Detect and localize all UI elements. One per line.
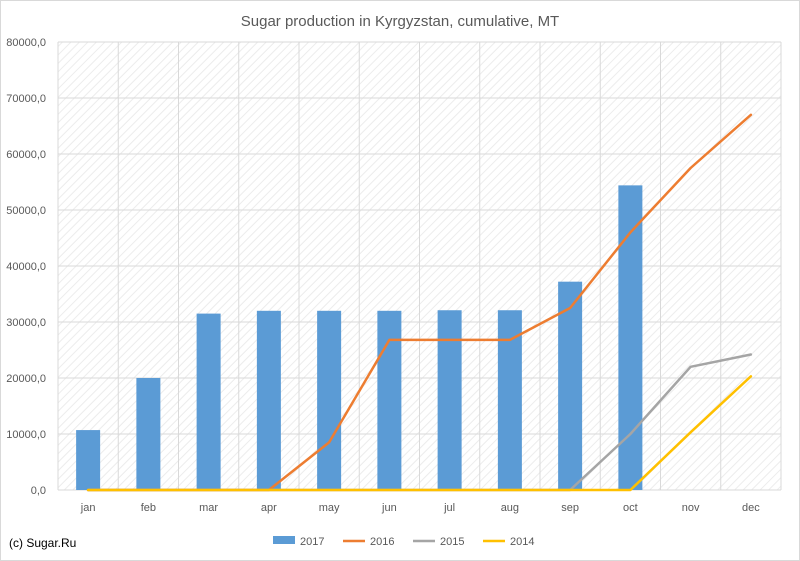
bar-jun xyxy=(377,310,402,490)
x-tick-label: may xyxy=(319,502,340,514)
legend-swatch-2017 xyxy=(273,536,295,544)
legend-label-2014: 2014 xyxy=(510,536,534,548)
x-tick-label: nov xyxy=(682,502,700,514)
grid xyxy=(57,41,782,491)
y-tick-label: 70000,0 xyxy=(6,93,46,105)
legend: 2017 2016 2015 2014 xyxy=(273,536,534,548)
chart-title: Sugar production in Kyrgyzstan, cumulati… xyxy=(241,13,559,30)
x-tick-label: apr xyxy=(261,502,277,514)
y-axis: 0,0 10000,0 20000,0 30000,0 40000,0 50000,0 60… xyxy=(6,37,46,497)
y-tick-label: 60000,0 xyxy=(6,149,46,161)
legend-label-2016: 2016 xyxy=(370,536,394,548)
x-tick-label: jun xyxy=(381,502,397,514)
y-tick-label: 40000,0 xyxy=(6,261,46,273)
x-tick-label: dec xyxy=(742,502,760,514)
x-tick-label: oct xyxy=(623,502,638,514)
bar-jan xyxy=(76,430,101,490)
y-tick-label: 0,0 xyxy=(31,485,46,497)
bar-series-2017 xyxy=(76,185,643,491)
y-tick-label: 20000,0 xyxy=(6,373,46,385)
line-series-2014 xyxy=(86,375,753,492)
legend-label-2017: 2017 xyxy=(300,536,324,548)
bar-jul xyxy=(437,310,462,490)
bar-sep xyxy=(558,281,583,490)
line-series xyxy=(86,113,753,492)
source-credit: (c) Sugar.Ru xyxy=(9,536,77,550)
bar-oct xyxy=(618,185,643,491)
bar-aug xyxy=(497,310,522,490)
y-tick-label: 80000,0 xyxy=(6,37,46,49)
bar-feb xyxy=(136,378,161,490)
y-tick-label: 50000,0 xyxy=(6,205,46,217)
bar-may xyxy=(317,310,342,490)
x-tick-label: sep xyxy=(561,502,579,514)
x-tick-label: mar xyxy=(199,502,218,514)
y-tick-label: 10000,0 xyxy=(6,429,46,441)
x-tick-label: feb xyxy=(141,502,156,514)
x-tick-label: jan xyxy=(80,502,96,514)
x-tick-label: aug xyxy=(501,502,519,514)
y-tick-label: 30000,0 xyxy=(6,317,46,329)
x-axis: jan feb mar apr may jun jul aug sep oct nov dec xyxy=(80,502,760,514)
x-tick-label: jul xyxy=(443,502,455,514)
legend-label-2015: 2015 xyxy=(440,536,464,548)
bar-mar xyxy=(196,313,221,490)
bar-apr xyxy=(256,310,281,490)
